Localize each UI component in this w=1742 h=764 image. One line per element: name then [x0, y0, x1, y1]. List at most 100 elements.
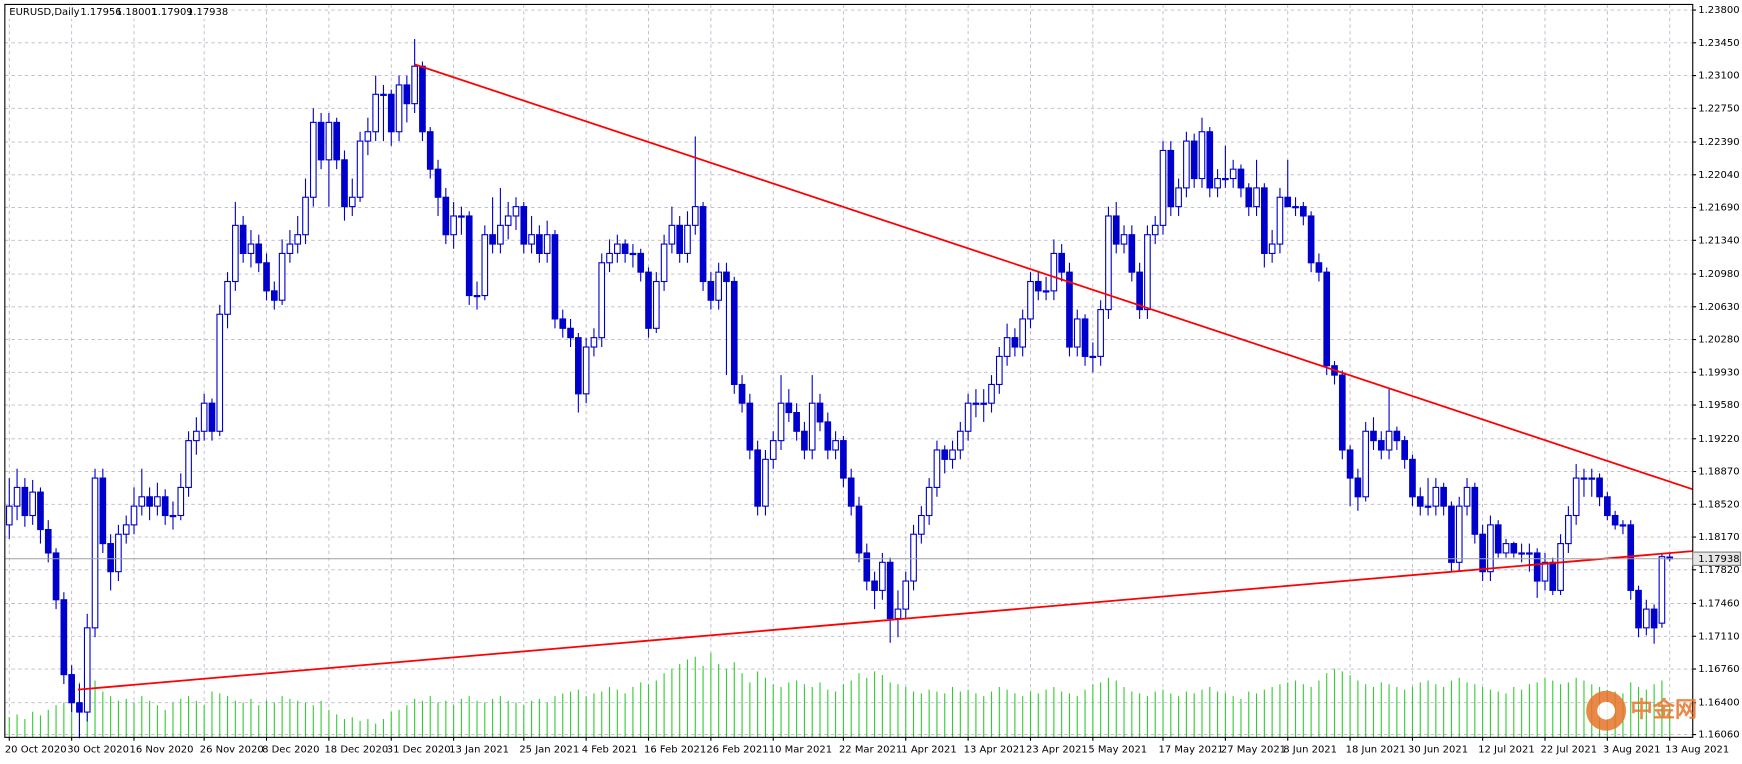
- candle-body: [988, 383, 995, 404]
- header-low: 1.17909: [151, 7, 192, 18]
- candle-body: [886, 561, 894, 620]
- candle-body: [1502, 543, 1510, 554]
- candle-body: [200, 402, 208, 432]
- candle-body: [1120, 234, 1128, 245]
- candle-body: [193, 430, 200, 442]
- candle-body: [1642, 608, 1650, 629]
- candle-body: [699, 206, 707, 283]
- candle-body: [91, 477, 99, 629]
- candle-body: [68, 674, 75, 704]
- candle-body: [816, 402, 824, 423]
- candle-body: [208, 402, 216, 432]
- candle-body: [606, 252, 613, 264]
- candle-body: [270, 290, 278, 301]
- candle-body: [613, 243, 621, 254]
- candle-body: [115, 533, 122, 573]
- header: EURUSD,Daily 1.17956 1.18001 1.17909 1.1…: [5, 5, 228, 19]
- candle-body: [138, 496, 146, 507]
- candle-body: [1323, 271, 1331, 367]
- candle-body: [1362, 430, 1370, 498]
- x-tick-label: 8 Jun 2021: [1283, 745, 1337, 756]
- candle-body: [239, 224, 247, 254]
- y-tick-label: 1.17460: [1698, 598, 1739, 609]
- candle-body: [567, 327, 574, 339]
- trendline: [77, 550, 1693, 691]
- x-tick-label: 5 May 2021: [1088, 745, 1147, 756]
- y-tick-label: 1.20980: [1698, 269, 1739, 280]
- candle-body: [668, 224, 676, 245]
- candle-body: [1253, 187, 1260, 208]
- overlay-layer: [4, 63, 1694, 691]
- candle-body: [130, 505, 138, 526]
- candle-body: [777, 402, 785, 442]
- x-tick-label: 13 Apr 2021: [964, 745, 1026, 756]
- candle-body: [146, 496, 153, 507]
- y-tick-label: 1.16060: [1698, 730, 1739, 741]
- candle-body: [1222, 177, 1229, 181]
- candle-body: [660, 243, 668, 283]
- candle-body: [1198, 131, 1206, 180]
- candle-body: [372, 93, 379, 133]
- watermark-text: 中金网: [1631, 696, 1698, 723]
- candle-body: [863, 552, 871, 582]
- x-tick-label: 22 Mar 2021: [839, 745, 902, 756]
- candle-body: [44, 528, 52, 554]
- candle-body: [83, 627, 91, 713]
- candle-body: [1073, 318, 1081, 348]
- candle-body: [325, 121, 333, 161]
- candle-body: [224, 280, 231, 315]
- volume-layer: [8, 653, 1671, 738]
- candle-body: [801, 430, 808, 451]
- y-tick-label: 1.23450: [1698, 38, 1739, 49]
- x-tick-label: 1 Apr 2021: [901, 745, 956, 756]
- y-tick-label: 1.18870: [1698, 467, 1739, 478]
- candle-body: [1019, 318, 1027, 348]
- candle-body: [871, 580, 878, 591]
- x-tick-label: 3 Aug 2021: [1603, 745, 1661, 756]
- candle-body: [1229, 168, 1237, 180]
- candle-body: [902, 580, 910, 610]
- y-tick-label: 1.22040: [1698, 170, 1739, 181]
- candle-body: [918, 514, 925, 535]
- candle-body: [1440, 486, 1447, 507]
- candle-body: [1541, 561, 1549, 582]
- candle-body: [910, 533, 917, 582]
- candle-body: [13, 486, 21, 507]
- candle-body: [1455, 505, 1463, 563]
- y-tick-label: 1.22750: [1698, 103, 1739, 114]
- candle-body: [309, 121, 317, 198]
- axis-layer: 1.23800 1.23450 1.23100 1.22750 1.22390 1.220…: [5, 5, 1742, 756]
- candle-body: [286, 243, 294, 254]
- candle-body: [1307, 215, 1315, 264]
- y-tick-label: 1.23100: [1698, 71, 1739, 82]
- candle-body: [1658, 556, 1666, 624]
- candle-body: [52, 552, 60, 601]
- candle-body: [333, 121, 341, 161]
- candle-layer: [5, 39, 1674, 739]
- candle-body: [1650, 608, 1658, 629]
- candle-body: [1144, 234, 1151, 311]
- trendline: [414, 63, 1694, 491]
- candle-body: [972, 402, 980, 405]
- candle-body: [1346, 449, 1354, 479]
- y-tick-label: 1.17110: [1698, 631, 1739, 642]
- candle-body: [317, 121, 325, 161]
- candle-body: [395, 84, 403, 133]
- candle-body: [559, 318, 567, 329]
- candle-body: [1284, 196, 1292, 208]
- candle-body: [185, 440, 192, 488]
- candle-body: [520, 206, 528, 245]
- watermark: 中金网: [1586, 690, 1698, 731]
- candle-body: [1627, 524, 1635, 591]
- candle-body: [161, 496, 169, 517]
- y-tick-label: 1.21690: [1698, 203, 1739, 214]
- candle-body: [941, 449, 949, 460]
- candle-body: [434, 168, 442, 198]
- candle-body: [512, 206, 520, 217]
- candle-body: [723, 271, 730, 283]
- candle-body: [1058, 252, 1065, 273]
- candle-body: [1151, 224, 1159, 236]
- x-tick-label: 17 May 2021: [1159, 745, 1224, 756]
- candle-body: [1604, 496, 1611, 517]
- candle-body: [29, 491, 36, 517]
